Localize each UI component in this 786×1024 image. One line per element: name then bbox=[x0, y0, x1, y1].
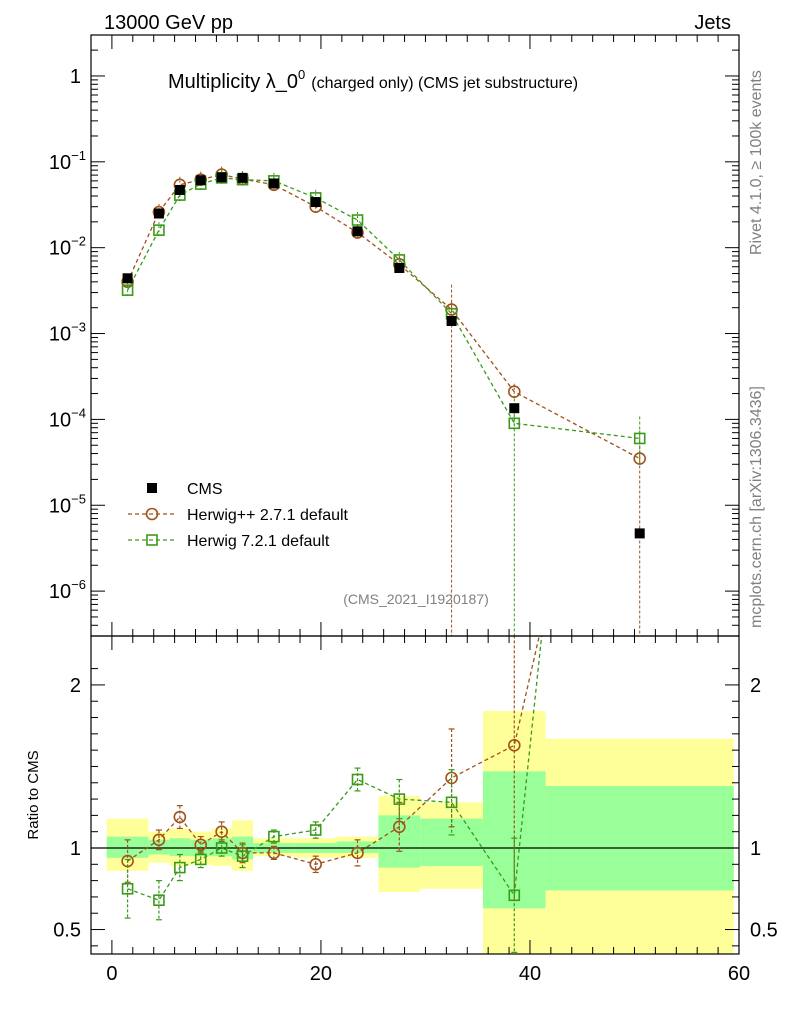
herwig7-ratio-point bbox=[153, 894, 165, 906]
ratio-panel: 0.5 0.5 1 1 2 2 Ratio to CMS bbox=[25, 190, 778, 955]
main-y-tick-exponent: −4 bbox=[71, 405, 86, 420]
main-y-tick-exponent: −5 bbox=[71, 491, 86, 506]
cms-data-point bbox=[153, 208, 164, 219]
main-y-tick-base: 10 bbox=[49, 409, 71, 431]
main-y-tick-exponent: −2 bbox=[71, 234, 86, 249]
herwig7-ratio-point bbox=[194, 853, 207, 866]
main-axes: 110−110−210−310−410−510−6 bbox=[49, 34, 740, 637]
ratio-y-tick-label: 0.5 bbox=[53, 920, 81, 942]
uncertainty-band-inner bbox=[545, 786, 734, 891]
herwig7-ratio-point bbox=[309, 824, 322, 836]
main-y-tick-base: 10 bbox=[49, 324, 71, 346]
main-y-tick-label: 1 bbox=[70, 66, 81, 88]
herwig7-ratio-point bbox=[268, 830, 280, 843]
main-y-tick-label: 10−2 bbox=[49, 234, 86, 260]
herwigpp-ratio-point bbox=[309, 858, 323, 871]
main-plot-area bbox=[121, 166, 647, 636]
ratio-plot-area bbox=[91, 190, 739, 954]
ratio-y-tick-label: 2 bbox=[70, 675, 81, 697]
herwig7-main-point bbox=[351, 214, 364, 226]
rivet-label: Rivet 4.1.0, ≥ 100k events bbox=[748, 70, 765, 255]
main-panel: 110−110−210−310−410−510−6 Multiplicity λ… bbox=[49, 34, 740, 637]
herwig7-ratio-point bbox=[121, 882, 134, 895]
herwigpp-ratio-point bbox=[215, 825, 228, 838]
herwig7-main-line bbox=[127, 177, 640, 440]
cms-data-point bbox=[174, 184, 185, 195]
main-y-tick-label: 10−1 bbox=[49, 148, 86, 174]
ratio-y-tick-label-right: 2 bbox=[750, 675, 761, 697]
main-y-tick-exponent: −6 bbox=[71, 577, 86, 592]
herwigpp-ratio-point bbox=[351, 846, 364, 860]
chart-title-main: Multiplicity λ_0 bbox=[168, 71, 298, 93]
cms-data-point bbox=[352, 226, 363, 237]
main-y-tick-label: 10−5 bbox=[49, 491, 86, 517]
x-tick-label: 60 bbox=[728, 963, 750, 985]
herwigpp-ratio-point bbox=[152, 833, 166, 847]
herwigpp-ratio-point bbox=[267, 846, 281, 860]
main-y-tick-base: 10 bbox=[49, 238, 71, 260]
cms-data-point bbox=[268, 178, 279, 189]
herwig7-main-point bbox=[121, 284, 134, 296]
uncertainty-band-inner bbox=[169, 838, 191, 857]
energy-label: 13000 GeV pp bbox=[104, 12, 233, 34]
cms-data-point bbox=[237, 172, 248, 183]
cms-data-point bbox=[446, 315, 457, 326]
herwig7-ratio-point bbox=[236, 850, 249, 862]
ratio-y-tick-label: 1 bbox=[70, 838, 81, 860]
x-tick-label: 40 bbox=[519, 963, 541, 985]
ratio-y-tick-label-right: 0.5 bbox=[750, 920, 778, 942]
legend-marker bbox=[146, 534, 158, 546]
herwigpp-ratio-point bbox=[194, 838, 208, 852]
main-y-tick-base: 10 bbox=[49, 152, 71, 174]
main-y-tick-base: 10 bbox=[49, 581, 71, 603]
ratio-y-tick-label-right: 1 bbox=[750, 838, 761, 860]
category-label: Jets bbox=[694, 12, 731, 34]
main-y-tick-label: 10−6 bbox=[49, 577, 86, 603]
cms-data-point bbox=[394, 262, 405, 273]
herwig7-ratio-point bbox=[215, 842, 228, 854]
chart-title-suffix: (charged only) (CMS jet substructure) bbox=[311, 75, 578, 92]
cms-data-point bbox=[310, 197, 321, 208]
mcplots-label: mcplots.cern.ch [arXiv:1306.3436] bbox=[748, 386, 765, 628]
herwig7-main-point bbox=[153, 224, 165, 236]
herwigpp-ratio-point bbox=[507, 738, 521, 752]
chart-title: Multiplicity λ_00 (charged only) (CMS jet… bbox=[168, 67, 578, 93]
cms-data-point bbox=[195, 175, 206, 186]
cms-data-point bbox=[634, 528, 645, 539]
x-tick-label: 20 bbox=[310, 963, 332, 985]
legend-label: Herwig++ 2.7.1 default bbox=[187, 507, 349, 524]
herwigpp-ratio-point bbox=[173, 810, 187, 824]
ratio-axes: 0.5 0.5 1 1 2 2 bbox=[53, 635, 778, 955]
chart-title-sup: 0 bbox=[298, 67, 305, 82]
main-y-tick-exponent: −1 bbox=[71, 148, 86, 163]
x-tick-label: 0 bbox=[106, 963, 117, 985]
herwig7-ratio-point bbox=[445, 796, 458, 809]
legend: CMS Herwig++ 2.7.1 default Herwig 7.2.1 de… bbox=[128, 481, 349, 550]
main-y-tick-exponent: −3 bbox=[71, 320, 86, 335]
ratio-y-label: Ratio to CMS bbox=[25, 750, 42, 839]
herwigpp-main-line bbox=[126, 173, 641, 460]
main-y-tick-base: 10 bbox=[49, 495, 71, 517]
herwigpp-ratio-point bbox=[393, 820, 406, 834]
main-y-tick-label: 10−3 bbox=[49, 320, 86, 346]
herwigpp-ratio-point bbox=[634, 190, 645, 201]
legend-label: CMS bbox=[187, 481, 223, 498]
herwigpp-main-point bbox=[507, 385, 521, 399]
x-axis: 0 20 40 60 bbox=[90, 35, 750, 985]
herwig7-ratio-point bbox=[174, 861, 186, 874]
cms-data-point bbox=[122, 273, 133, 284]
cms-data-point bbox=[509, 403, 520, 414]
ratio-frame bbox=[90, 635, 740, 955]
herwig7-ratio-point bbox=[351, 773, 364, 786]
herwig7-ratio-point bbox=[508, 889, 521, 902]
analysis-watermark: (CMS_2021_I1920187) bbox=[343, 591, 489, 607]
cms-data-point bbox=[216, 172, 227, 183]
legend-marker bbox=[145, 507, 159, 521]
legend-label: Herwig 7.2.1 default bbox=[187, 533, 330, 550]
herwig7-ratio-point bbox=[393, 793, 406, 805]
legend-marker bbox=[147, 483, 157, 493]
main-y-tick-label: 10−4 bbox=[49, 405, 86, 431]
